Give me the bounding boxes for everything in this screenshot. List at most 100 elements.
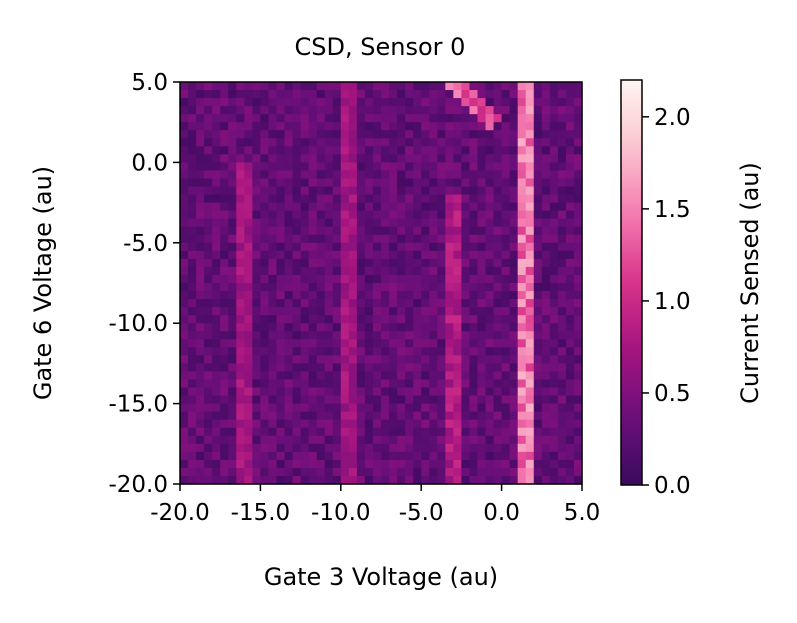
heatmap-cell — [389, 403, 398, 413]
heatmap-cell — [284, 299, 294, 308]
heatmap-cell — [397, 347, 406, 356]
heatmap-cell — [453, 355, 462, 364]
heatmap-cell — [356, 419, 366, 429]
heatmap-cell — [332, 411, 342, 421]
heatmap-cell — [348, 90, 358, 99]
heatmap-cell — [573, 291, 583, 300]
heatmap-cell — [220, 130, 229, 139]
heatmap-cell — [381, 98, 390, 107]
heatmap-cell — [413, 242, 422, 252]
heatmap-cell — [517, 98, 527, 107]
heatmap-cell — [469, 371, 479, 381]
heatmap-cell — [541, 443, 551, 453]
heatmap-cell — [565, 98, 575, 107]
heatmap-cell — [381, 443, 390, 453]
heatmap-cell — [525, 162, 535, 172]
heatmap-cell — [204, 451, 213, 461]
heatmap-cell — [364, 291, 374, 300]
heatmap-cell — [228, 435, 237, 445]
heatmap-cell — [501, 443, 511, 453]
heatmap-cell — [308, 459, 318, 469]
heatmap-cell — [381, 122, 390, 131]
heatmap-cell — [188, 371, 197, 381]
heatmap-cell — [316, 403, 326, 413]
heatmap-cell — [188, 355, 197, 364]
heatmap-cell — [324, 419, 334, 429]
heatmap-cell — [340, 82, 350, 91]
heatmap-cell — [429, 234, 438, 244]
heatmap-cell — [196, 379, 205, 389]
heatmap-cell — [533, 154, 543, 163]
heatmap-cell — [340, 379, 350, 389]
heatmap-cell — [188, 162, 197, 172]
heatmap-cell — [212, 451, 221, 461]
heatmap-cell — [461, 266, 471, 276]
heatmap-cell — [413, 98, 422, 107]
heatmap-cell — [445, 226, 454, 236]
heatmap-cell — [180, 194, 189, 204]
heatmap-cell — [405, 307, 414, 316]
heatmap-cell — [180, 283, 189, 292]
heatmap-cell — [284, 395, 294, 405]
heatmap-cell — [284, 283, 294, 292]
heatmap-cell — [453, 291, 462, 300]
heatmap-cell — [364, 242, 374, 252]
heatmap-cell — [340, 202, 350, 212]
heatmap-cell — [316, 427, 326, 437]
heatmap-cell — [541, 459, 551, 469]
heatmap-cell — [196, 403, 205, 413]
heatmap-cell — [501, 210, 511, 220]
heatmap-cell — [300, 411, 310, 421]
heatmap-cell — [445, 138, 454, 147]
heatmap-cell — [493, 395, 503, 405]
heatmap-cell — [340, 250, 350, 260]
colorbar — [620, 79, 643, 486]
heatmap-cell — [573, 379, 583, 389]
heatmap-cell — [228, 106, 237, 115]
heatmap-cell — [204, 194, 213, 204]
heatmap-cell — [421, 363, 430, 373]
heatmap-cell — [437, 299, 446, 308]
heatmap-cell — [413, 154, 422, 163]
heatmap-cell — [509, 90, 519, 99]
heatmap-cell — [509, 186, 519, 196]
heatmap-cell — [549, 266, 559, 276]
heatmap-cell — [300, 82, 310, 91]
heatmap-cell — [389, 218, 398, 228]
heatmap-cell — [252, 315, 261, 324]
heatmap-cell — [437, 178, 446, 188]
heatmap-cell — [381, 114, 390, 123]
heatmap-cell — [276, 443, 286, 453]
heatmap-cell — [300, 170, 310, 180]
heatmap-cell — [573, 186, 583, 196]
heatmap-cell — [541, 90, 551, 99]
heatmap-cell — [493, 403, 503, 413]
heatmap-cell — [348, 475, 358, 485]
heatmap-cell — [276, 411, 286, 421]
heatmap-cell — [565, 331, 575, 340]
heatmap-cell — [509, 411, 519, 421]
heatmap-cell — [252, 258, 261, 268]
heatmap-cell — [541, 234, 551, 244]
heatmap-cell — [180, 435, 189, 445]
heatmap-cell — [565, 266, 575, 276]
heatmap-cell — [236, 162, 245, 172]
heatmap-cell — [405, 339, 414, 348]
heatmap-cell — [405, 435, 414, 445]
heatmap-cell — [268, 355, 278, 364]
heatmap-cell — [517, 355, 527, 364]
heatmap-cell — [397, 250, 406, 260]
heatmap-cell — [541, 371, 551, 381]
heatmap-cell — [533, 250, 543, 260]
heatmap-cell — [533, 395, 543, 405]
heatmap-cell — [381, 82, 390, 91]
heatmap-cell — [549, 234, 559, 244]
heatmap-cell — [276, 242, 286, 252]
heatmap-cell — [573, 250, 583, 260]
heatmap-cell — [324, 323, 334, 332]
heatmap-cell — [284, 274, 294, 284]
heatmap-cell — [244, 355, 253, 364]
heatmap-cell — [533, 122, 543, 131]
heatmap-cell — [204, 274, 213, 284]
heatmap-cell — [381, 258, 390, 268]
